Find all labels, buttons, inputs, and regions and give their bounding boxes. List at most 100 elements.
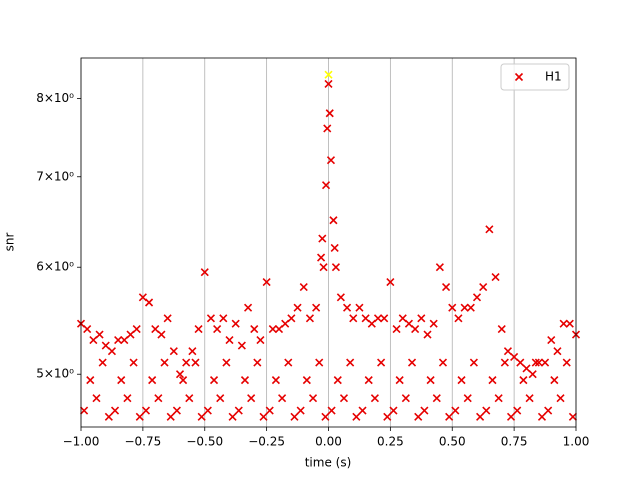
point	[339, 394, 349, 403]
point	[323, 124, 332, 133]
point	[395, 376, 404, 385]
point	[169, 347, 178, 356]
marker-stroke	[506, 412, 516, 421]
point	[429, 319, 438, 328]
point	[516, 358, 525, 367]
marker-stroke	[123, 394, 132, 403]
marker-stroke	[318, 234, 327, 243]
marker-stroke	[179, 376, 188, 385]
point	[296, 406, 305, 415]
marker-stroke	[209, 376, 219, 385]
point	[460, 303, 469, 312]
point	[441, 283, 451, 292]
marker-stroke	[240, 376, 250, 385]
point	[219, 314, 228, 323]
marker-stroke	[114, 335, 123, 345]
point	[547, 335, 556, 345]
marker-stroke	[83, 324, 92, 334]
point	[308, 394, 318, 403]
marker-stroke	[562, 358, 571, 367]
point	[414, 412, 423, 421]
point	[411, 324, 420, 334]
marker-stroke	[373, 314, 383, 323]
x-tick-label: 0.50	[439, 435, 466, 449]
marker-stroke	[138, 293, 147, 302]
y-tick-label: 8×10⁰	[36, 91, 74, 105]
marker-stroke	[259, 412, 268, 421]
point	[148, 376, 157, 385]
marker-stroke	[432, 394, 441, 403]
point	[123, 394, 132, 403]
point	[240, 376, 250, 385]
point	[500, 358, 509, 367]
point	[107, 347, 117, 356]
y-tick-label: 7×10⁰	[36, 169, 74, 183]
point	[559, 319, 568, 328]
point	[129, 358, 138, 367]
point	[544, 406, 553, 415]
point	[203, 406, 212, 415]
marker-stroke	[479, 283, 488, 292]
point	[445, 412, 454, 421]
marker-stroke	[531, 358, 540, 367]
marker-stroke	[329, 216, 338, 225]
marker-stroke	[482, 406, 491, 415]
legend-box	[500, 63, 570, 91]
marker-stroke	[120, 335, 129, 345]
marker-stroke	[191, 358, 200, 367]
marker-stroke	[299, 283, 308, 292]
marker-stroke	[319, 263, 328, 272]
marker-stroke	[423, 330, 432, 339]
marker-stroke	[395, 376, 404, 385]
y-tick-label: 5×10⁰	[36, 367, 74, 381]
marker-stroke	[497, 324, 506, 334]
point	[160, 358, 169, 367]
marker-stroke	[547, 335, 556, 345]
point	[349, 314, 358, 323]
marker-stroke	[194, 324, 203, 334]
marker-stroke	[349, 314, 358, 323]
point	[537, 412, 547, 421]
point	[98, 358, 107, 367]
marker-stroke	[271, 376, 280, 385]
point	[141, 406, 151, 415]
point	[114, 335, 123, 345]
point	[197, 412, 206, 421]
marker-stroke	[476, 412, 485, 421]
point	[247, 394, 256, 403]
marker-stroke	[163, 314, 172, 323]
point	[225, 335, 234, 345]
marker-stroke	[411, 324, 420, 334]
marker-stroke	[315, 358, 324, 367]
point	[380, 314, 389, 323]
marker-stroke	[250, 324, 259, 334]
point	[312, 303, 321, 312]
marker-stroke	[144, 298, 154, 307]
point	[423, 330, 432, 339]
marker-stroke	[513, 406, 522, 415]
point	[185, 394, 194, 403]
marker-stroke	[182, 358, 191, 367]
marker-stroke	[101, 341, 110, 350]
point	[135, 412, 144, 421]
point	[259, 412, 268, 421]
point	[435, 263, 444, 272]
point	[231, 319, 240, 328]
x-tick-label: 1.00	[563, 435, 590, 449]
marker-stroke	[308, 394, 318, 403]
marker-stroke	[188, 347, 197, 356]
marker-stroke	[463, 394, 472, 403]
point	[333, 376, 342, 385]
point	[86, 376, 95, 385]
marker-stroke	[460, 303, 469, 312]
point	[262, 278, 271, 287]
point	[179, 376, 188, 385]
point	[565, 319, 574, 328]
marker-stroke	[225, 335, 234, 345]
plot-frame	[80, 57, 577, 428]
marker-stroke	[104, 412, 113, 421]
point	[327, 406, 336, 415]
point	[392, 324, 401, 334]
marker-stroke	[333, 376, 342, 385]
point	[234, 406, 243, 415]
